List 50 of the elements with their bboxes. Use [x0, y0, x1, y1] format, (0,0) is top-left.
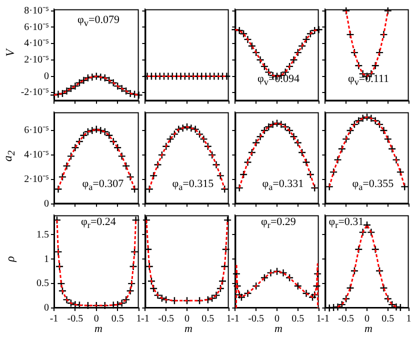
annotation: φ$_{v}$=0.094	[258, 72, 300, 89]
x-tick-label: -1	[321, 314, 330, 325]
x-tick-label: -0.5	[158, 314, 174, 325]
x-tick-label: -0.5	[67, 314, 84, 325]
y-tick-label: 0	[44, 198, 49, 210]
x-tick-label: 0	[274, 314, 280, 325]
y-tick-label: -2·10⁻⁵	[20, 87, 49, 98]
y-tick-label: 2·10⁻⁵	[24, 54, 49, 66]
annotation: φ$_{a}$=0.355	[352, 178, 394, 194]
annotation: φ$_{r}$=0.29	[261, 216, 296, 232]
x-tick-label: 0.5	[202, 314, 214, 325]
x-tick-label: 1	[226, 314, 232, 325]
y-axis-title: V	[3, 49, 17, 57]
x-tick-label: -0.5	[248, 314, 264, 325]
y-tick-label: 4·10⁻⁵	[24, 150, 49, 161]
y-tick-label: 2·10⁻⁵	[24, 174, 49, 185]
x-tick-label: 0.5	[292, 314, 304, 325]
y-tick-label: 1	[44, 254, 49, 265]
annotation: φ$_{r}$=0.31	[328, 216, 364, 232]
x-tick-label: 0	[364, 314, 370, 325]
annotation: φ$_{a}$=0.331	[262, 178, 304, 194]
annotation: φ$_{v}$=0.079	[78, 14, 120, 30]
annotation: φ$_{r}$=0.24	[81, 216, 116, 232]
y-tick-label: 0	[44, 302, 49, 314]
annotation: φ$_{v}$=0.111	[348, 72, 390, 89]
x-axis-title: m	[274, 323, 282, 335]
x-tick-label: -0.5	[338, 314, 354, 325]
x-tick-label: -1	[231, 314, 240, 325]
y-tick-label: 6·10⁻⁵	[24, 22, 49, 33]
y-tick-label: 0	[44, 70, 49, 82]
y-tick-label: 6·10⁻⁵	[24, 125, 49, 136]
x-axis-title: m	[184, 323, 192, 335]
annotation: φ$_{a}$=0.307	[82, 178, 124, 194]
x-tick-label: 0.5	[111, 314, 124, 325]
y-tick-label: 1.5	[36, 229, 49, 240]
x-axis-title: m	[364, 323, 372, 335]
x-tick-label: 0	[184, 314, 190, 325]
y-axis-title: ρ	[3, 256, 17, 262]
x-axis-title: m	[94, 323, 102, 335]
y-tick-label: 0.5	[36, 278, 49, 290]
y-tick-label: 8·10⁻⁵	[24, 5, 49, 16]
x-tick-label: -1	[50, 314, 58, 325]
x-tick-label: 0.5	[382, 314, 394, 325]
x-tick-label: 1	[136, 314, 142, 325]
x-tick-label: 1	[316, 314, 322, 325]
x-tick-label: -1	[141, 314, 150, 325]
x-tick-label: 0	[94, 314, 99, 325]
x-tick-label: 1	[406, 314, 412, 325]
annotation: φ$_{a}$=0.315	[172, 178, 214, 194]
y-tick-label: 4·10⁻⁵	[24, 38, 49, 50]
